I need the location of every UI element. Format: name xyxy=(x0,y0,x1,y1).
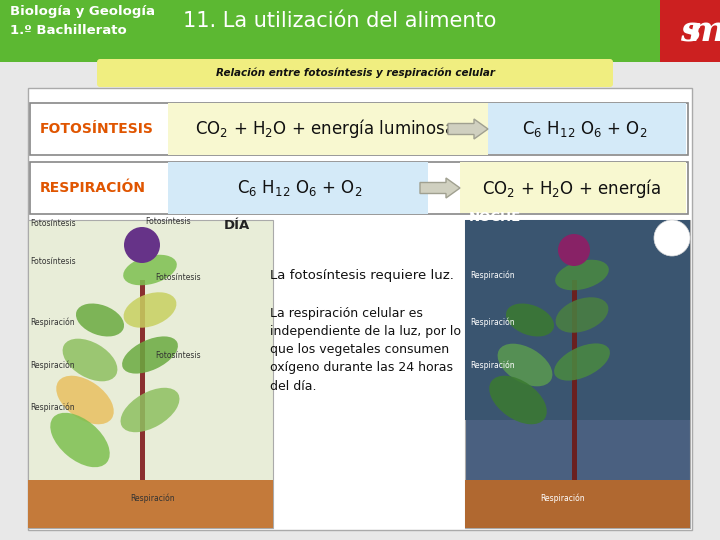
Text: La respiración celular es
independiente de la luz, por lo
que los vegetales cons: La respiración celular es independiente … xyxy=(270,307,461,393)
Ellipse shape xyxy=(63,339,117,381)
Text: La fotosíntesis requiere luz.: La fotosíntesis requiere luz. xyxy=(270,268,454,281)
Text: DÍA: DÍA xyxy=(224,219,250,232)
Bar xyxy=(465,480,690,528)
Polygon shape xyxy=(420,178,460,198)
Ellipse shape xyxy=(56,376,114,424)
Bar xyxy=(28,88,692,530)
Ellipse shape xyxy=(489,376,546,424)
Text: 1.º Bachillerato: 1.º Bachillerato xyxy=(10,24,127,37)
Text: C$_6$ H$_{12}$ O$_6$ + O$_2$: C$_6$ H$_{12}$ O$_6$ + O$_2$ xyxy=(522,119,648,139)
Text: CO$_2$ + H$_2$O + energía luminosa: CO$_2$ + H$_2$O + energía luminosa xyxy=(195,118,455,140)
Text: RESPIRACIÓN: RESPIRACIÓN xyxy=(40,181,146,195)
Bar xyxy=(168,103,488,155)
Circle shape xyxy=(124,227,160,263)
Ellipse shape xyxy=(76,303,124,336)
Bar xyxy=(28,220,273,528)
Ellipse shape xyxy=(50,413,109,467)
Bar xyxy=(660,0,720,62)
Text: Fotosíntesis: Fotosíntesis xyxy=(155,273,201,282)
Bar xyxy=(572,280,577,480)
Text: Respiración: Respiración xyxy=(130,493,175,503)
Bar xyxy=(0,0,720,62)
Text: m: m xyxy=(688,14,720,48)
Bar xyxy=(30,103,688,155)
Text: Respiración: Respiración xyxy=(30,360,75,370)
Text: Respiración: Respiración xyxy=(470,360,515,370)
Bar xyxy=(465,220,690,420)
Bar xyxy=(465,220,690,528)
Ellipse shape xyxy=(556,297,608,333)
Text: s: s xyxy=(680,14,700,48)
Text: Fotosíntesis: Fotosíntesis xyxy=(30,219,76,228)
Text: Respiración: Respiración xyxy=(30,402,75,411)
Text: NOCHE: NOCHE xyxy=(469,211,521,224)
Text: Fotosíntesis: Fotosíntesis xyxy=(155,350,201,360)
Ellipse shape xyxy=(554,343,610,381)
Text: Fotosíntesis: Fotosíntesis xyxy=(30,258,76,267)
Text: Fotosíntesis: Fotosíntesis xyxy=(145,218,191,226)
Text: FOTOSÍNTESIS: FOTOSÍNTESIS xyxy=(40,122,154,136)
Ellipse shape xyxy=(122,336,178,374)
Ellipse shape xyxy=(123,255,177,285)
Bar xyxy=(140,280,145,480)
Text: Relación entre fotosíntesis y respiración celular: Relación entre fotosíntesis y respiració… xyxy=(215,68,495,78)
Text: Respiración: Respiración xyxy=(470,317,515,327)
Text: 11. La utilización del alimento: 11. La utilización del alimento xyxy=(184,11,497,31)
FancyBboxPatch shape xyxy=(97,59,613,87)
Bar xyxy=(460,162,686,213)
Circle shape xyxy=(654,220,690,256)
Bar xyxy=(28,480,273,528)
Text: Respiración: Respiración xyxy=(540,493,585,503)
Ellipse shape xyxy=(124,292,176,328)
Ellipse shape xyxy=(120,388,179,432)
Text: Biología y Geología: Biología y Geología xyxy=(10,5,155,18)
Polygon shape xyxy=(448,119,488,139)
Ellipse shape xyxy=(498,343,552,386)
Bar xyxy=(488,103,686,154)
Text: CO$_2$ + H$_2$O + energía: CO$_2$ + H$_2$O + energía xyxy=(482,177,662,199)
Ellipse shape xyxy=(555,260,609,291)
Bar xyxy=(168,162,428,214)
Text: C$_6$ H$_{12}$ O$_6$ + O$_2$: C$_6$ H$_{12}$ O$_6$ + O$_2$ xyxy=(238,178,363,198)
Text: Respiración: Respiración xyxy=(470,270,515,280)
Ellipse shape xyxy=(506,303,554,336)
Bar xyxy=(30,162,688,214)
Text: Respiración: Respiración xyxy=(30,317,75,327)
Circle shape xyxy=(558,234,590,266)
